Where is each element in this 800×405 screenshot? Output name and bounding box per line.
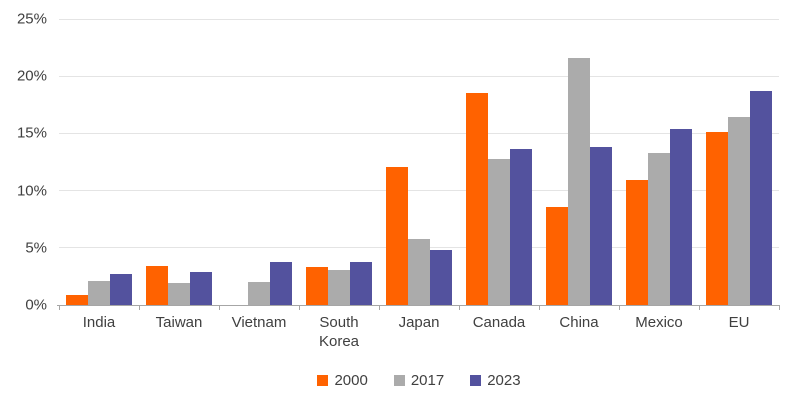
x-axis-tick [219, 305, 220, 310]
x-label-mexico: Mexico [635, 314, 683, 331]
bar-groups [59, 19, 779, 305]
x-label-eu: EU [728, 314, 750, 331]
x-axis-line [57, 305, 779, 306]
bar-japan-2017 [408, 238, 430, 305]
bar-india-2023 [110, 274, 132, 305]
bar-group-south-korea [299, 19, 379, 305]
bar-eu-2023 [750, 91, 772, 305]
y-tick-label-10%: 10% [16, 182, 47, 200]
bar-japan-2000 [386, 166, 408, 305]
x-label-japan: Japan [398, 314, 440, 331]
bar-eu-2000 [706, 132, 728, 305]
legend-swatch-2023 [470, 375, 482, 386]
bar-mexico-2017 [648, 152, 670, 305]
bar-taiwan-2023 [190, 271, 212, 305]
x-axis-tick [539, 305, 540, 310]
bar-south-korea-2023 [350, 261, 372, 305]
x-axis-tick [619, 305, 620, 310]
bar-china-2017 [568, 57, 590, 305]
legend-label-2023: 2023 [487, 372, 521, 389]
legend-label-2017: 2017 [410, 372, 445, 389]
bar-group-eu [699, 19, 779, 305]
bar-india-2017 [88, 280, 110, 305]
x-label-south-korea: South Korea [318, 314, 360, 350]
x-axis-tick [59, 305, 60, 310]
y-axis-labels: 0% 5% 10% 15% 20% 25% [0, 12, 47, 313]
x-label-vietnam: Vietnam [231, 314, 287, 331]
bar-taiwan-2017 [168, 283, 190, 305]
plot-area [57, 18, 780, 310]
bar-group-mexico [619, 19, 699, 305]
legend-label-2000: 2000 [334, 372, 368, 389]
y-tick-label-15%: 15% [16, 124, 47, 142]
bar-south-korea-2017 [328, 269, 350, 305]
bar-mexico-2023 [670, 128, 692, 305]
bar-mexico-2000 [626, 180, 648, 305]
legend-item-2000: 2000 [317, 372, 368, 389]
x-axis-tick [459, 305, 460, 310]
y-tick-label-5%: 5% [25, 239, 47, 257]
x-label-china: China [559, 314, 599, 331]
bar-canada-2000 [466, 93, 488, 305]
bar-group-taiwan [139, 19, 219, 305]
x-axis-tick [379, 305, 380, 310]
legend-swatch-2017 [393, 375, 405, 386]
gridline-15% [59, 132, 779, 134]
bar-group-canada [459, 19, 539, 305]
x-label-taiwan: Taiwan [155, 314, 203, 331]
y-tick-label-0%: 0% [25, 296, 47, 314]
bar-vietnam-2017 [248, 282, 270, 305]
y-tick-label-20%: 20% [16, 67, 47, 85]
gridline-10% [59, 190, 779, 192]
gridline-20% [59, 75, 779, 77]
x-axis-tick [779, 305, 780, 310]
bar-group-japan [379, 19, 459, 305]
x-label-india: India [82, 314, 116, 331]
bar-china-2000 [546, 206, 568, 305]
y-tick-label-25%: 25% [16, 10, 47, 28]
legend-item-2023: 2023 [470, 372, 521, 389]
bar-canada-2023 [510, 149, 532, 305]
bar-taiwan-2000 [146, 266, 168, 305]
bar-india-2000 [66, 294, 88, 305]
bar-south-korea-2000 [306, 267, 328, 305]
x-axis-tick [299, 305, 300, 310]
legend: 2000 2017 2023 [59, 372, 779, 389]
x-axis-tick [699, 305, 700, 310]
bar-canada-2017 [488, 158, 510, 305]
bar-group-china [539, 19, 619, 305]
legend-swatch-2000 [317, 375, 329, 386]
bar-china-2023 [590, 147, 612, 305]
x-label-canada: Canada [472, 314, 526, 331]
bar-group-vietnam [219, 19, 299, 305]
x-axis-category-labels: India Taiwan Vietnam South Korea Japan Canada… [59, 313, 779, 351]
bar-vietnam-2023 [270, 261, 292, 305]
bar-group-india [59, 19, 139, 305]
x-axis-tick [139, 305, 140, 310]
bar-eu-2017 [728, 117, 750, 305]
bar-japan-2023 [430, 250, 452, 305]
gridline-25% [59, 18, 779, 20]
legend-item-2017: 2017 [393, 372, 445, 389]
